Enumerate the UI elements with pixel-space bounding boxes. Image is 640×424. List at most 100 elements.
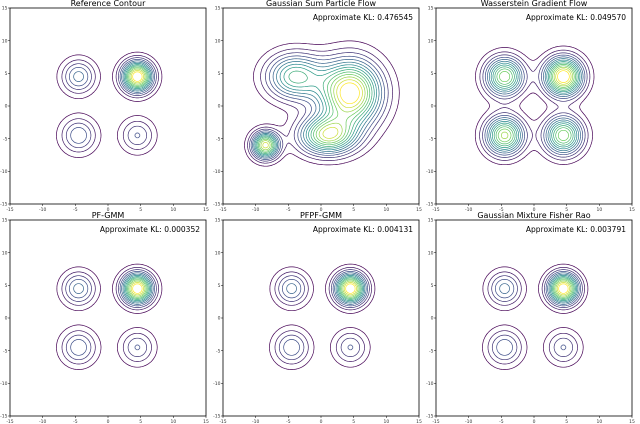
y-tick-label: 15 xyxy=(428,6,434,12)
y-tick-label: 10 xyxy=(428,250,434,256)
contour-level-14 xyxy=(339,82,360,105)
y-tick-label: 0 xyxy=(431,316,434,322)
x-tick-label: 10 xyxy=(596,419,602,424)
x-tick-label: 0 xyxy=(320,207,323,213)
contour-level-9 xyxy=(126,277,149,300)
contour-level-1 xyxy=(244,40,400,167)
axes-frame xyxy=(222,7,420,205)
contour-level-12 xyxy=(129,280,146,297)
x-tick-label: -5 xyxy=(286,419,291,424)
contour-level-6 xyxy=(253,61,380,158)
contour-level-6 xyxy=(122,273,153,304)
contour-level-4 xyxy=(250,55,386,160)
x-tick-label: -15 xyxy=(219,419,226,424)
x-tick-label: -5 xyxy=(499,207,504,213)
contour-level-5 xyxy=(73,60,154,93)
y-tick-label: 5 xyxy=(431,283,434,289)
contour-level-10 xyxy=(257,71,371,153)
panel-title: Wasserstein Gradient Flow xyxy=(481,0,588,8)
contour-level-9 xyxy=(256,69,373,154)
contour-level-10 xyxy=(127,66,148,87)
contour-level-11 xyxy=(341,279,360,298)
y-tick-label: 10 xyxy=(215,38,221,44)
x-tick-label: 0 xyxy=(107,207,110,213)
y-tick-label: 0 xyxy=(218,104,221,110)
contour-level-10 xyxy=(340,278,361,299)
contour-level-3 xyxy=(278,269,370,361)
contour-level-12 xyxy=(260,76,366,151)
contour-level-2 xyxy=(487,267,585,365)
contour-level-14 xyxy=(558,283,569,294)
x-tick-label: -15 xyxy=(432,207,439,213)
contour-level-2 xyxy=(61,55,159,153)
y-tick-label: 10 xyxy=(2,250,8,256)
y-tick-label: -5 xyxy=(216,136,221,142)
y-tick-label: -10 xyxy=(426,381,433,387)
contour-level-14 xyxy=(132,71,143,82)
x-tick-label: -10 xyxy=(39,419,46,424)
y-tick-label: -15 xyxy=(426,202,433,208)
panel-6: Gaussian Mixture Fisher Rao -15 -10 -5 0 5 10 1… xyxy=(426,211,635,424)
y-tick-label: 5 xyxy=(218,71,221,77)
axes-frame xyxy=(9,7,207,205)
y-tick-label: -15 xyxy=(0,414,7,420)
panel-1: Reference Contour -15 -10 -5 0 5 10 15 15 10 5 0 -5 -… xyxy=(0,0,209,213)
contour-level-4 xyxy=(495,271,581,356)
x-tick-label: 5 xyxy=(139,419,142,424)
contour-level-5 xyxy=(499,272,580,305)
y-tick-label: -10 xyxy=(426,169,433,175)
y-tick-label: 10 xyxy=(428,38,434,44)
contour-level-6 xyxy=(548,273,579,304)
panel-title: Gaussian Mixture Fisher Rao xyxy=(477,211,590,220)
x-tick-label: -15 xyxy=(432,419,439,424)
contour-level-1 xyxy=(482,263,589,370)
x-tick-label: -10 xyxy=(465,207,472,213)
panel-5: PFPF-GMM -15 -10 -5 0 5 10 15 15 10 5 0 -5 -10 -15 Appr… xyxy=(213,211,422,424)
panel-3: Wasserstein Gradient Flow -15 -10 -5 0 5 10 15 1… xyxy=(426,0,635,213)
y-tick-label: 0 xyxy=(5,104,8,110)
x-tick-label: 5 xyxy=(139,207,142,213)
x-tick-label: 10 xyxy=(170,207,176,213)
x-tick-label: -5 xyxy=(73,419,78,424)
x-tick-label: 5 xyxy=(352,207,355,213)
contour-level-11 xyxy=(128,67,147,86)
contour-level-12 xyxy=(555,280,572,297)
contour-level-2 xyxy=(479,49,591,161)
contour-level-5 xyxy=(486,56,584,154)
contour-level-13 xyxy=(555,68,572,85)
contour-lines xyxy=(244,40,400,167)
contour-level-3 xyxy=(65,57,157,149)
kl-annotation: Approximate KL: 0.004131 xyxy=(313,225,413,234)
y-tick-label: 5 xyxy=(5,283,8,289)
x-tick-label: 15 xyxy=(416,419,422,424)
contour-level-12 xyxy=(342,280,359,297)
contour-level-8 xyxy=(255,66,375,156)
x-tick-label: 0 xyxy=(533,207,536,213)
x-tick-label: 15 xyxy=(416,207,422,213)
contour-level-14 xyxy=(557,70,570,83)
x-tick-label: -15 xyxy=(6,419,13,424)
panel-title: PF-GMM xyxy=(92,211,125,220)
contour-level-6 xyxy=(488,58,582,152)
panel-title: Gaussian Sum Particle Flow xyxy=(266,0,377,8)
contour-level-9 xyxy=(493,62,578,147)
y-tick-label: -5 xyxy=(429,348,434,354)
contour-level-14 xyxy=(132,283,143,294)
contour-level-1 xyxy=(269,263,376,370)
contour-level-3 xyxy=(65,269,157,361)
x-tick-label: 15 xyxy=(629,207,635,213)
y-tick-label: -10 xyxy=(0,169,7,175)
y-tick-label: -15 xyxy=(213,414,220,420)
contour-level-13 xyxy=(262,79,363,149)
y-tick-label: 0 xyxy=(431,104,434,110)
contour-level-13 xyxy=(130,70,144,84)
panel-title: Reference Contour xyxy=(71,0,146,8)
y-tick-label: 15 xyxy=(215,6,221,12)
contour-level-9 xyxy=(126,65,149,88)
contour-level-4 xyxy=(282,271,368,356)
y-tick-label: 10 xyxy=(215,250,221,256)
contour-level-11 xyxy=(554,279,573,298)
contour-level-3 xyxy=(491,269,583,361)
contour-level-14 xyxy=(345,283,356,294)
